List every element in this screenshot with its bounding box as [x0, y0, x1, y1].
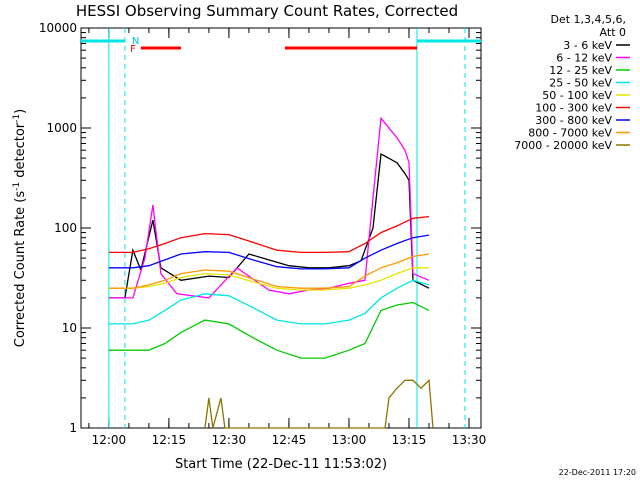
series-line	[108, 267, 429, 291]
series-line	[108, 253, 430, 289]
series-line	[108, 234, 430, 270]
series-line	[108, 215, 430, 254]
legend-entry-label: 800 - 7000 keV	[528, 127, 612, 140]
legend-entry-label: 7000 - 20000 keV	[514, 139, 612, 152]
x-tick-label: 13:00	[332, 433, 367, 447]
series-line	[108, 116, 430, 299]
legend-entry-label: 6 - 12 keV	[556, 52, 612, 65]
y-tick-label: 1000	[46, 121, 77, 135]
y-axis-label-end: )	[13, 109, 28, 114]
series-line	[108, 152, 430, 299]
legend-header-line1: Det 1,3,4,5,6,	[550, 13, 626, 26]
legend-header-line2: Att 0	[600, 26, 626, 39]
y-tick-label: 1	[69, 421, 77, 435]
night-flag-label: N	[132, 36, 139, 47]
x-tick-label: 12:00	[92, 433, 127, 447]
series-line	[204, 378, 434, 429]
y-axis: 1 10 100 1000 10000	[39, 21, 481, 435]
series-line	[108, 279, 430, 325]
x-tick-label: 12:15	[152, 433, 187, 447]
x-tick-label: 12:45	[272, 433, 307, 447]
y-axis-label-sup: -1	[12, 114, 22, 123]
y-axis-label-mid: detector	[13, 122, 28, 182]
chart-title: HESSI Observing Summary Count Rates, Cor…	[76, 2, 458, 20]
y-axis-label: Corrected Count Rate (s-1 detector-1)	[12, 109, 28, 347]
legend-entry-label: 300 - 800 keV	[535, 114, 612, 127]
x-axis: 12:00 12:15 12:30 12:45 13:00 13:15 13:30	[88, 28, 487, 447]
series-line	[108, 301, 430, 359]
y-tick-label: 100	[54, 221, 77, 235]
annotations: FN	[80, 28, 481, 428]
series-lines	[108, 116, 434, 429]
legend-entry-label: 50 - 100 keV	[542, 89, 612, 102]
legend-entry-label: 25 - 50 keV	[549, 77, 612, 90]
y-axis-label-sup: -1	[12, 182, 22, 191]
y-tick-label: 10	[62, 321, 77, 335]
y-axis-label-part: Corrected Count Rate (s	[13, 191, 28, 348]
y-tick-label: 10000	[39, 21, 77, 35]
legend-entry-label: 3 - 6 keV	[563, 39, 612, 52]
legend-entry-label: 100 - 300 keV	[535, 102, 612, 115]
legend-entry-label: 12 - 25 keV	[549, 64, 612, 77]
x-tick-label: 13:15	[392, 433, 427, 447]
flare-flag-label: F	[130, 44, 136, 55]
x-axis-label: Start Time (22-Dec-11 11:53:02)	[175, 457, 387, 472]
footer-date: 22-Dec-2011 17:20	[559, 468, 636, 477]
x-tick-label: 13:30	[452, 433, 487, 447]
x-tick-label: 12:30	[212, 433, 247, 447]
